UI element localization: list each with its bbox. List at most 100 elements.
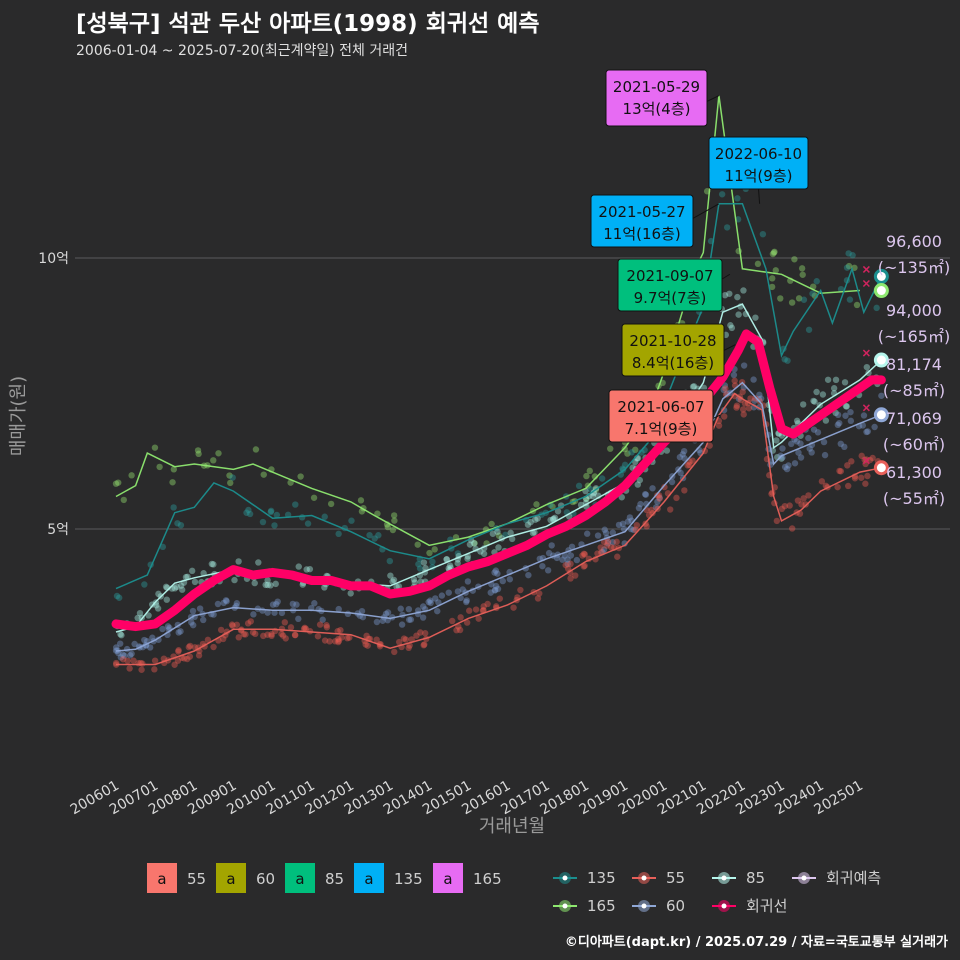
- scatter-point: [366, 531, 373, 539]
- scatter-point: [637, 500, 644, 508]
- scatter-point: [463, 619, 471, 626]
- scatter-point: [532, 516, 539, 523]
- scatter-point: [454, 588, 462, 595]
- scatter-point: [222, 597, 230, 604]
- scatter-point: [773, 437, 780, 444]
- scatter-point: [845, 262, 853, 270]
- scatter-point: [636, 476, 644, 484]
- scatter-point: [791, 460, 799, 467]
- scatter-point: [405, 605, 413, 613]
- scatter-point: [598, 475, 606, 482]
- scatter-point: [718, 191, 726, 198]
- scatter-point: [247, 618, 254, 625]
- scatter-point: [676, 453, 684, 461]
- scatter-point: [536, 590, 543, 597]
- scatter-point: [842, 402, 850, 410]
- scatter-point: [607, 445, 614, 452]
- scatter-point: [130, 657, 137, 664]
- scatter-point: [842, 412, 849, 419]
- legend-point-center: [562, 875, 568, 881]
- scatter-point: [210, 561, 217, 568]
- scatter-point: [337, 626, 344, 634]
- scatter-point: [777, 295, 784, 302]
- scatter-point: [323, 624, 331, 631]
- annotation-price: 13억(4층): [623, 100, 691, 118]
- scatter-point: [633, 521, 641, 529]
- page-title: [성북구] 석관 두산 아파트(1998) 회귀선 예측: [76, 11, 540, 37]
- scatter-point: [118, 632, 125, 639]
- scatter-point: [798, 265, 806, 272]
- scatter-point: [292, 631, 299, 639]
- scatter-point: [174, 657, 182, 664]
- scatter-point: [466, 541, 474, 548]
- scatter-point: [471, 540, 478, 547]
- scatter-point: [517, 586, 524, 594]
- scatter-point: [113, 659, 120, 667]
- scatter-point: [494, 585, 502, 593]
- scatter-point: [346, 634, 353, 641]
- scatter-point: [429, 558, 436, 565]
- annotation-price: 9.7억(7층): [634, 289, 707, 307]
- scatter-point: [449, 617, 456, 625]
- scatter-point: [374, 510, 381, 517]
- scatter-point: [163, 596, 170, 603]
- scatter-point: [722, 385, 729, 392]
- scatter-point: [326, 638, 333, 645]
- scatter-point: [188, 567, 196, 575]
- annotation-box: [617, 258, 723, 312]
- scatter-point: [416, 565, 424, 572]
- scatter-point: [770, 249, 778, 256]
- scatter-point: [495, 544, 502, 551]
- annotation-date: 2021-09-07: [626, 267, 713, 285]
- scatter-point: [773, 517, 781, 525]
- scatter-point: [648, 506, 655, 514]
- scatter-point: [268, 631, 275, 638]
- scatter-point: [779, 445, 786, 452]
- scatter-point: [747, 395, 754, 402]
- scatter-point: [463, 598, 470, 606]
- scatter-point: [539, 562, 546, 570]
- scatter-point: [626, 514, 634, 521]
- scatter-point: [858, 452, 865, 460]
- scatter-point: [752, 314, 759, 321]
- scatter-point: [728, 324, 736, 332]
- scatter-point: [721, 413, 728, 420]
- scatter-point: [663, 447, 671, 454]
- legend-swatch: [216, 863, 246, 893]
- scatter-point: [455, 623, 462, 630]
- scatter-point: [269, 601, 277, 608]
- scatter-point: [495, 532, 503, 539]
- scatter-point: [841, 443, 848, 451]
- scatter-point: [245, 506, 252, 514]
- scatter-point: [849, 252, 856, 259]
- scatter-point: [488, 520, 495, 528]
- scatter-point: [272, 580, 279, 588]
- scatter-point: [184, 655, 191, 663]
- scatter-point: [289, 600, 297, 608]
- legend-label: 60: [256, 870, 275, 888]
- scatter-point: [795, 295, 803, 302]
- scatter-point: [155, 590, 162, 598]
- annotation-date: 2021-10-28: [629, 332, 716, 350]
- scatter-point: [419, 614, 427, 621]
- prediction-cross: [862, 457, 870, 465]
- scatter-point: [586, 467, 593, 475]
- scatter-point: [422, 630, 429, 637]
- scatter-point: [264, 581, 271, 589]
- legend: a 55 a 60 a 85 a 135 a 165 135 55 85 회귀예측 165 60 회귀선: [147, 863, 881, 915]
- scatter-point: [567, 575, 574, 582]
- scatter-point: [149, 634, 156, 641]
- legend-label: 55: [187, 870, 206, 888]
- scatter-point: [262, 581, 269, 589]
- scatter-point: [181, 655, 188, 662]
- legend-label: 60: [666, 897, 685, 915]
- scatter-point: [797, 440, 804, 447]
- scatter-point: [673, 494, 680, 502]
- scatter-point: [117, 654, 125, 661]
- annotation-price: 8.4억(16층): [632, 354, 714, 372]
- scatter-point: [724, 390, 731, 397]
- scatter-point: [837, 440, 844, 448]
- scatter-point: [579, 552, 586, 559]
- scatter-point: [137, 659, 144, 667]
- scatter-point: [492, 582, 500, 590]
